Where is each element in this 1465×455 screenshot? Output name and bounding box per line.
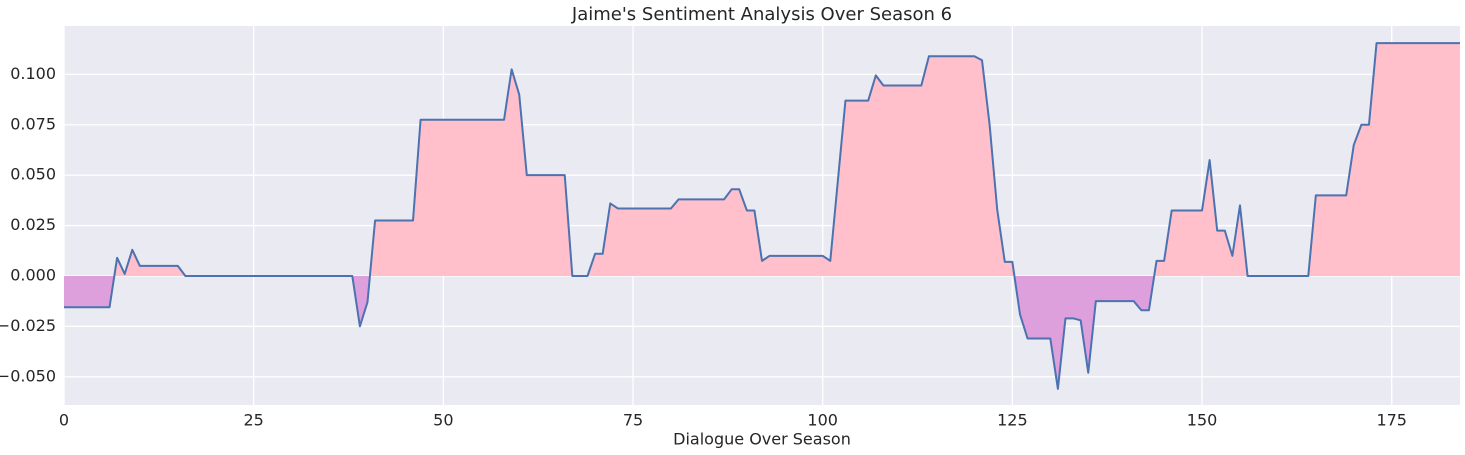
x-tick-label: 50 <box>433 411 453 430</box>
y-tick-label: 0.000 <box>10 265 56 284</box>
y-tick-label: 0.100 <box>10 64 56 83</box>
chart-title: Jaime's Sentiment Analysis Over Season 6 <box>571 4 952 25</box>
x-tick-label: 25 <box>243 411 263 430</box>
line <box>64 42 1460 390</box>
x-tick-label: 0 <box>59 411 69 430</box>
y-tick-label: 0.025 <box>10 215 56 234</box>
x-axis-label: Dialogue Over Season <box>673 430 851 449</box>
x-tick-label: 150 <box>1187 411 1218 430</box>
y-tick-label: 0.050 <box>10 165 56 184</box>
plot-background <box>64 26 1460 405</box>
y-tick-label: −0.050 <box>0 366 56 385</box>
y-tick-label: −0.025 <box>0 316 56 335</box>
x-tick-label: 75 <box>623 411 643 430</box>
positive-area <box>114 43 1460 276</box>
x-tick-label: 175 <box>1376 411 1407 430</box>
y-tick-label: 0.075 <box>10 114 56 133</box>
x-tick-label: 100 <box>807 411 838 430</box>
x-tick-label: 125 <box>997 411 1028 430</box>
